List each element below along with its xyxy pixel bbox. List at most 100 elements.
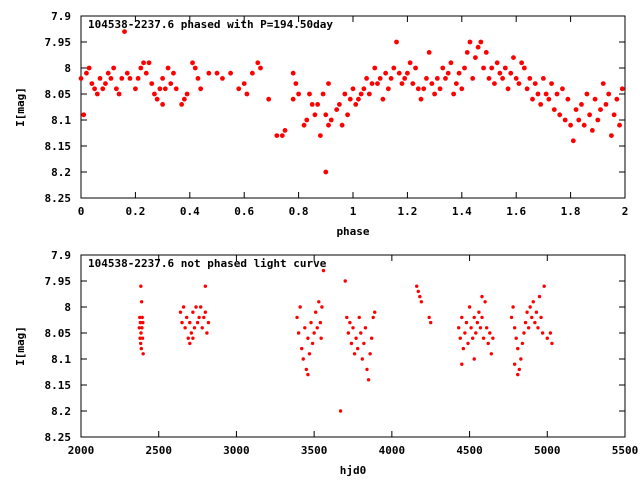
- data-point: [119, 76, 125, 81]
- x-tick-label: 5000: [534, 444, 561, 457]
- y-tick-label: 8.1: [51, 353, 71, 366]
- data-point: [319, 336, 323, 340]
- data-point: [139, 346, 144, 351]
- data-point: [549, 81, 554, 86]
- y-tick-label: 7.9: [51, 249, 71, 262]
- data-point: [191, 310, 195, 314]
- data-point: [472, 315, 476, 320]
- data-point: [304, 117, 310, 123]
- data-point: [312, 112, 318, 118]
- data-point: [531, 300, 535, 304]
- data-point: [309, 320, 313, 325]
- data-point: [475, 320, 480, 325]
- data-point: [266, 96, 272, 102]
- data-point: [489, 65, 495, 71]
- y-tick-label: 8: [64, 301, 71, 314]
- data-point: [606, 91, 612, 97]
- data-point: [149, 81, 155, 86]
- data-point: [162, 86, 168, 92]
- data-point: [337, 102, 342, 107]
- data-point: [326, 81, 331, 86]
- data-point: [528, 305, 532, 309]
- data-point: [407, 60, 413, 66]
- data-point: [323, 112, 329, 118]
- data-point: [366, 91, 372, 97]
- data-point: [511, 305, 515, 309]
- data-point: [347, 96, 353, 102]
- data-point: [491, 336, 495, 340]
- data-point: [143, 70, 149, 76]
- data-point: [92, 86, 97, 92]
- data-point: [494, 60, 500, 66]
- data-point: [453, 81, 459, 86]
- data-point: [315, 326, 319, 330]
- data-point: [228, 70, 234, 76]
- data-point: [396, 70, 402, 76]
- data-point: [111, 65, 117, 71]
- data-point: [550, 341, 554, 346]
- data-point: [306, 336, 310, 340]
- data-point: [290, 96, 296, 102]
- chart-title: 104538-2237.6 phased with P=194.50day: [88, 18, 333, 31]
- data-point: [426, 50, 432, 55]
- data-point: [307, 91, 312, 97]
- data-point: [419, 300, 424, 304]
- data-point: [589, 127, 595, 133]
- data-point: [353, 102, 359, 107]
- data-point: [478, 326, 483, 330]
- data-point: [581, 122, 587, 128]
- data-point: [141, 320, 145, 325]
- data-point: [522, 331, 526, 335]
- plot-frame: [80, 254, 626, 438]
- data-point: [321, 268, 326, 273]
- data-point: [461, 346, 466, 351]
- data-point: [140, 336, 145, 340]
- data-point: [619, 86, 625, 92]
- data-point: [364, 76, 369, 81]
- data-point: [194, 305, 198, 309]
- data-point: [478, 39, 484, 45]
- data-point: [475, 44, 481, 50]
- data-point: [249, 70, 255, 76]
- data-point: [560, 86, 565, 92]
- data-point: [351, 326, 355, 330]
- data-point: [295, 315, 299, 320]
- data-point: [500, 76, 505, 81]
- data-point: [137, 326, 141, 330]
- data-point: [363, 326, 368, 330]
- data-point: [138, 320, 143, 325]
- data-point: [456, 70, 462, 76]
- data-point: [492, 81, 497, 86]
- data-point: [141, 60, 146, 66]
- x-tick-label: 1.8: [561, 205, 581, 218]
- data-point: [460, 315, 464, 320]
- data-point: [138, 315, 142, 320]
- data-point: [598, 107, 603, 112]
- data-point: [108, 76, 114, 81]
- data-point: [198, 305, 203, 309]
- data-point: [375, 81, 380, 86]
- data-point: [357, 315, 361, 320]
- data-point: [100, 86, 106, 92]
- data-point: [369, 336, 374, 340]
- data-point: [307, 352, 312, 356]
- data-point: [603, 102, 609, 107]
- data-point: [527, 76, 533, 81]
- data-point: [369, 81, 375, 86]
- data-point: [434, 76, 440, 81]
- data-point: [290, 70, 296, 76]
- data-point: [361, 86, 367, 92]
- y-tick-label: 8.2: [51, 166, 71, 179]
- data-point: [365, 367, 369, 372]
- data-point: [399, 81, 405, 86]
- y-tick-label: 8.2: [51, 405, 71, 418]
- data-point: [542, 284, 546, 288]
- data-point: [160, 102, 166, 107]
- data-point: [301, 122, 307, 128]
- data-point: [334, 107, 340, 112]
- data-point: [421, 86, 427, 92]
- data-point: [236, 86, 242, 92]
- data-point: [197, 315, 201, 320]
- data-point: [300, 346, 304, 351]
- data-point: [188, 341, 192, 346]
